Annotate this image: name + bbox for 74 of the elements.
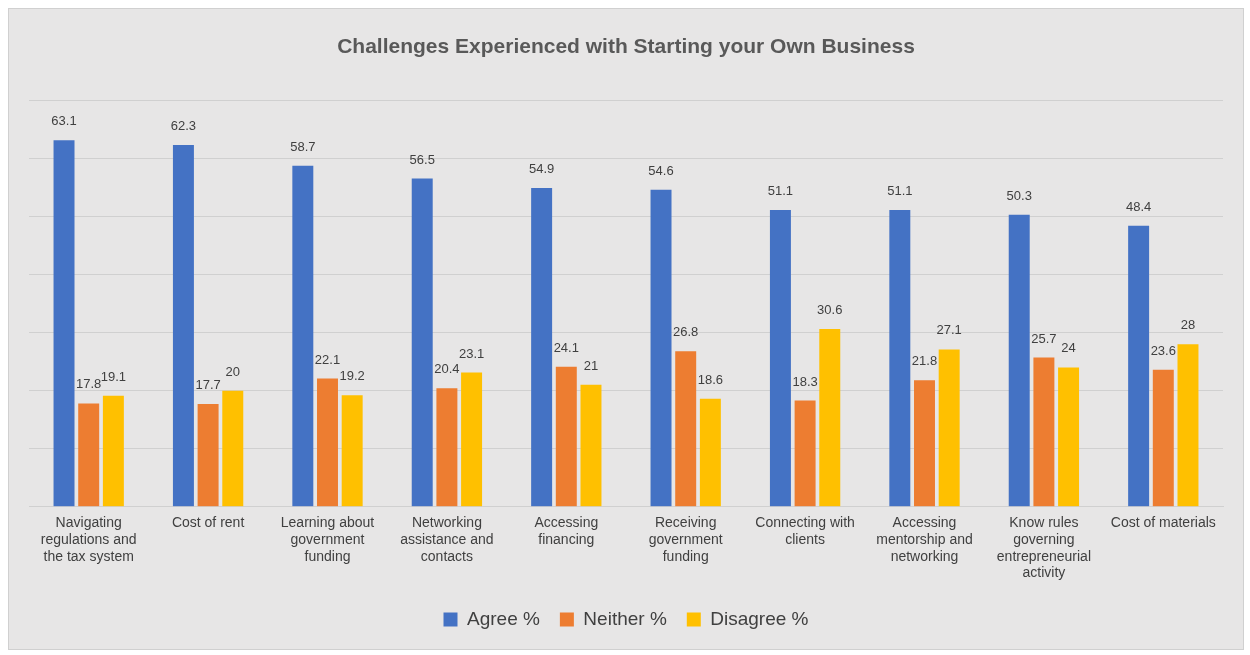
x-tick-label: Accessing financing xyxy=(534,514,599,547)
data-label: 23.6 xyxy=(1150,342,1176,358)
bar xyxy=(1008,214,1030,507)
data-label: 50.3 xyxy=(1006,187,1032,203)
x-tick-label: Learning about government funding xyxy=(280,514,375,564)
bar xyxy=(938,349,960,507)
data-label: 19.1 xyxy=(100,368,127,384)
bar xyxy=(436,388,458,507)
data-label: 28 xyxy=(1180,317,1196,333)
data-label: 62.3 xyxy=(170,118,197,133)
bar xyxy=(1128,225,1150,507)
bar xyxy=(78,403,100,507)
data-label: 21 xyxy=(583,357,599,373)
data-label: 26.8 xyxy=(673,324,699,340)
data-label: 48.4 xyxy=(1125,198,1152,214)
data-label: 17.8 xyxy=(76,376,102,392)
bar xyxy=(819,329,841,507)
data-label: 58.7 xyxy=(290,138,316,154)
bar xyxy=(580,384,602,507)
data-label: 54.6 xyxy=(648,162,674,178)
bar xyxy=(675,351,697,507)
bar xyxy=(555,366,577,507)
bar xyxy=(102,395,124,507)
bar xyxy=(1152,369,1174,507)
data-label: 51.1 xyxy=(767,183,794,199)
data-label: 25.7 xyxy=(1031,330,1057,346)
legend-label: Neither % xyxy=(583,607,667,629)
bar xyxy=(889,209,911,507)
bar xyxy=(53,140,75,507)
bar xyxy=(914,380,935,507)
data-label: 20 xyxy=(225,363,241,379)
data-label: 24 xyxy=(1061,340,1076,356)
data-label: 18.3 xyxy=(792,373,818,389)
x-tick-label: Networking assistance and contacts xyxy=(400,514,494,564)
data-label: 21.8 xyxy=(911,353,938,369)
data-label: 19.2 xyxy=(339,368,365,384)
data-label: 56.5 xyxy=(409,151,435,167)
data-label: 23.1 xyxy=(458,345,485,361)
legend-label: Agree % xyxy=(467,607,540,629)
bar xyxy=(1033,357,1055,507)
data-label: 27.1 xyxy=(936,322,962,338)
bar xyxy=(769,209,791,507)
bar xyxy=(1058,367,1080,507)
bar xyxy=(317,378,338,507)
data-label: 63.1 xyxy=(51,113,77,129)
x-tick-label: Connecting with clients xyxy=(755,514,855,547)
bar xyxy=(1177,344,1199,507)
data-label: 24.1 xyxy=(553,339,579,355)
x-tick-label: Cost of rent xyxy=(171,514,245,531)
data-label: 22.1 xyxy=(314,351,341,367)
bar xyxy=(411,178,433,507)
bar xyxy=(172,144,194,507)
bar xyxy=(461,372,483,507)
bar xyxy=(650,189,672,507)
chart-title: Challenges Experienced with Starting your Own Business xyxy=(337,34,915,58)
bar xyxy=(699,398,721,507)
data-label: 51.1 xyxy=(887,183,913,199)
bar xyxy=(292,165,314,507)
x-tick-label: Know rules governing entrepreneurial activity xyxy=(996,514,1091,581)
data-label: 18.6 xyxy=(697,371,724,387)
bar xyxy=(794,400,816,507)
data-label: 30.6 xyxy=(817,302,843,318)
x-tick-label: Receiving government funding xyxy=(648,514,723,564)
bar xyxy=(222,390,244,507)
x-tick-label: Navigating regulations and the tax system xyxy=(40,514,137,564)
bar xyxy=(341,395,363,507)
legend-label: Disagree % xyxy=(710,607,809,629)
data-label: 54.9 xyxy=(528,160,555,176)
bar xyxy=(197,403,219,507)
x-tick-label: Accessing mentorship and networking xyxy=(876,514,973,564)
data-label: 17.7 xyxy=(195,377,221,393)
bar xyxy=(531,187,553,507)
data-label: 20.4 xyxy=(434,361,460,377)
x-tick-label: Cost of materials xyxy=(1110,514,1216,531)
